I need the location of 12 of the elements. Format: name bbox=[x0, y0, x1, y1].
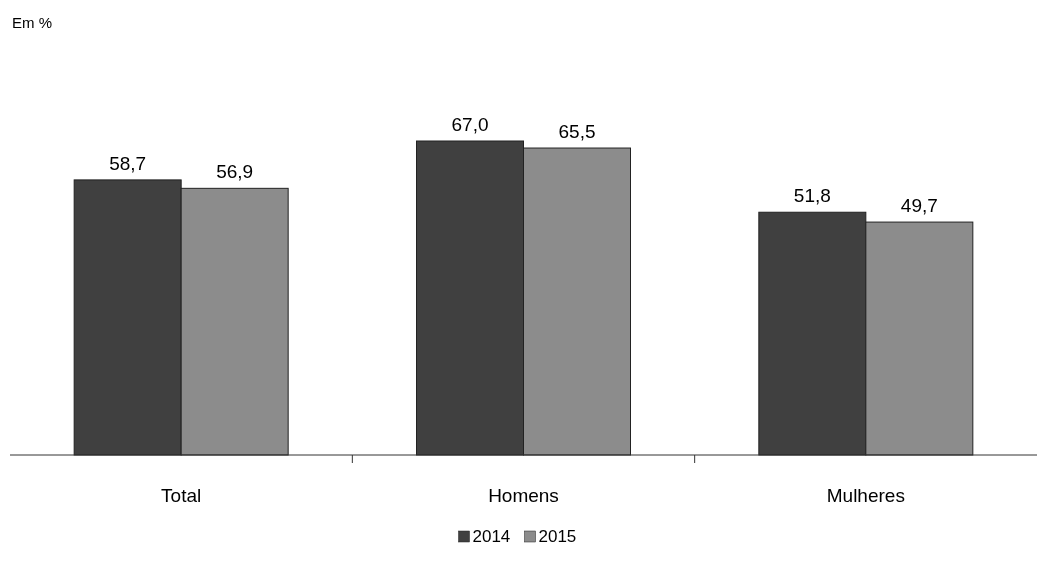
x-tick-label: Total bbox=[161, 485, 202, 506]
text: Em % bbox=[12, 14, 53, 31]
x-tick-label: Mulheres bbox=[826, 485, 905, 506]
data-label: 58,7 bbox=[109, 152, 147, 174]
legend-label: 2015 bbox=[538, 527, 577, 546]
x-tick-label: Homens bbox=[488, 485, 559, 506]
data-label: 65,5 bbox=[558, 121, 596, 143]
data-label: 67,0 bbox=[451, 114, 489, 135]
legend-label: 2014 bbox=[472, 527, 511, 546]
data-label: 56,9 bbox=[216, 161, 254, 183]
data-label: 51,8 bbox=[793, 185, 831, 207]
data-label: 49,7 bbox=[900, 195, 938, 217]
